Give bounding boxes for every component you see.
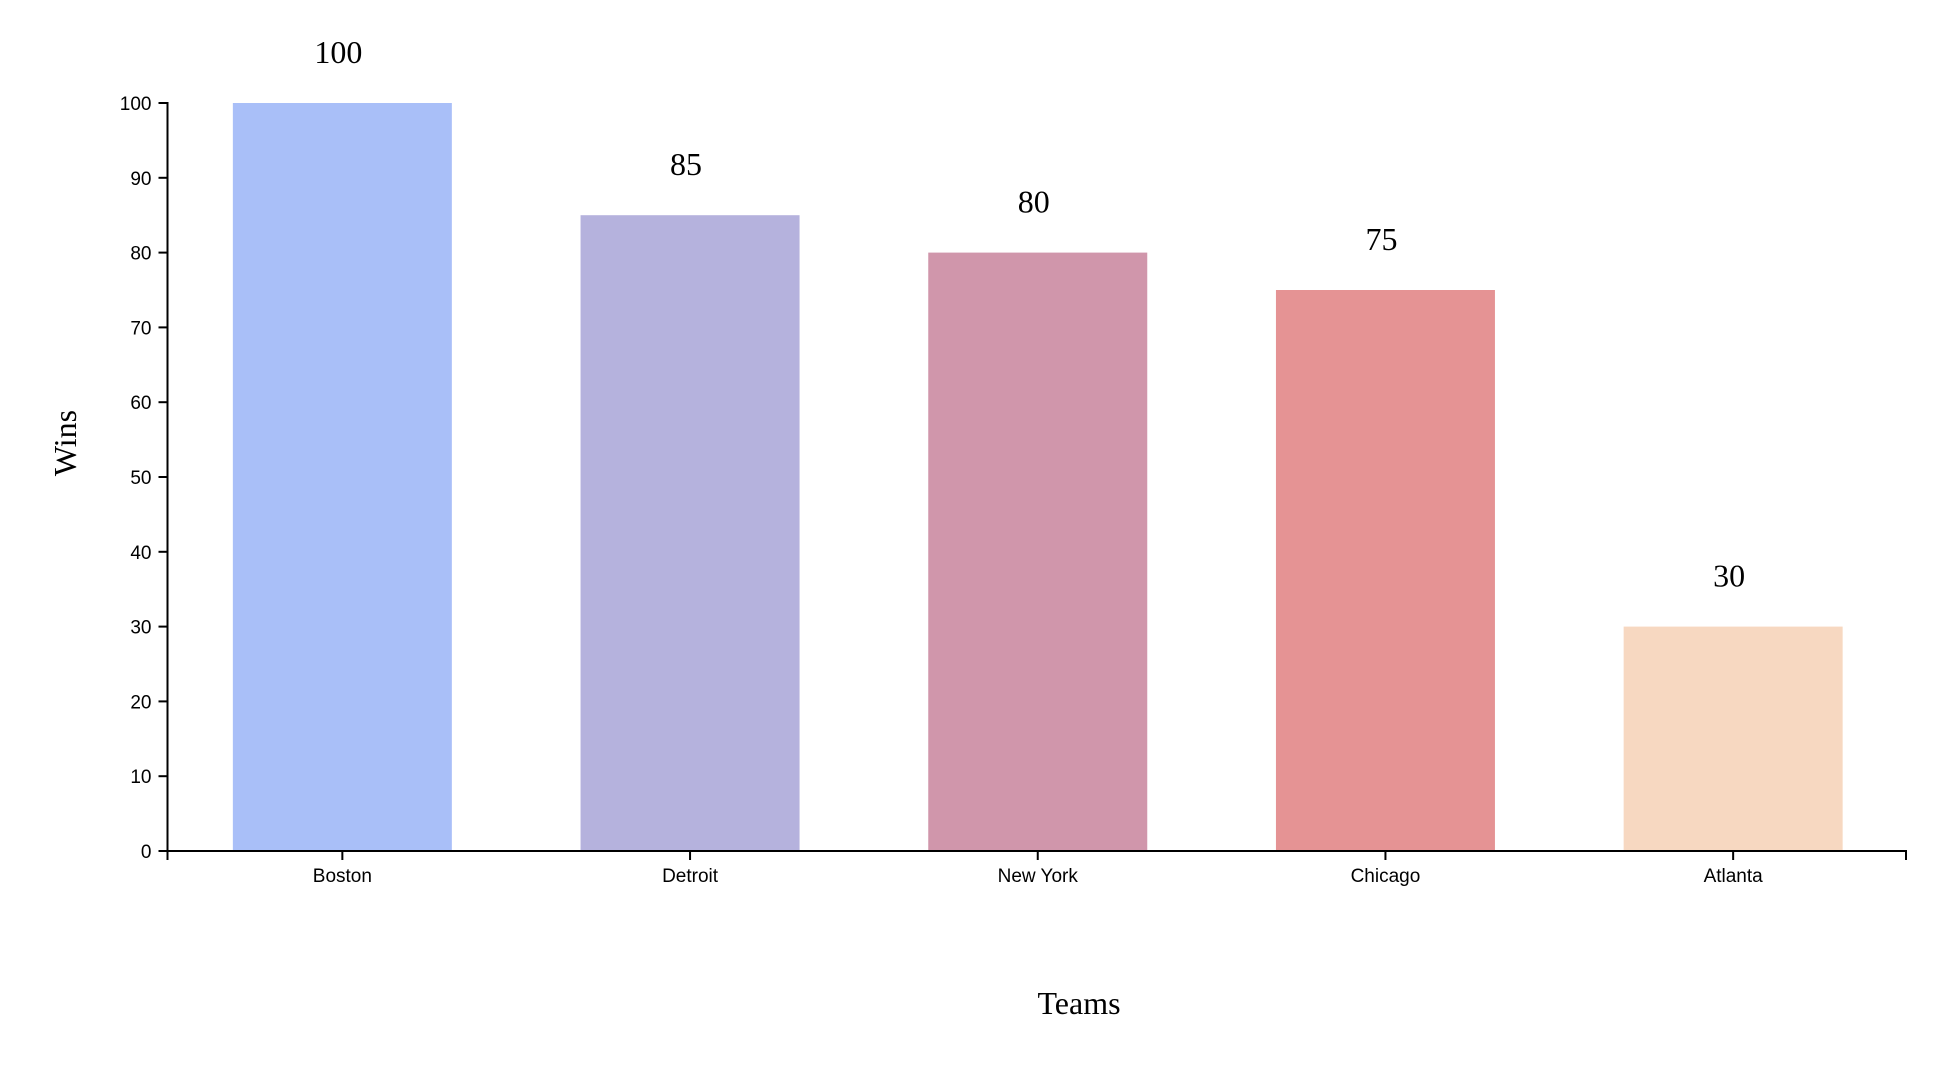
x-tick-label: Boston [313, 866, 372, 887]
bar-value-label: 75 [1365, 221, 1397, 257]
y-tick-label: 20 [130, 692, 151, 713]
x-axis-line [166, 850, 1907, 860]
bar-value-label: 100 [314, 34, 362, 70]
y-tick-label: 30 [130, 618, 151, 639]
y-tick-label: 50 [130, 468, 151, 489]
bar-new-york [928, 252, 1148, 852]
bar-atlanta [1623, 626, 1843, 851]
y-tick-label: 0 [141, 842, 152, 863]
y-tick-label: 10 [130, 767, 151, 788]
y-tick-label: 100 [120, 94, 152, 115]
bar-value-label: 30 [1713, 558, 1745, 594]
y-tick-label: 70 [130, 318, 151, 339]
y-tick-label: 60 [130, 393, 151, 414]
bar-boston [232, 103, 452, 851]
y-axis: 0 10 20 30 40 50 60 70 80 90 100 [120, 94, 169, 863]
x-tick-label: Detroit [662, 866, 719, 887]
x-axis-title: Teams [1037, 985, 1120, 1021]
y-tick-label: 80 [130, 244, 151, 265]
y-axis-title: Wins [47, 410, 83, 476]
x-axis: Boston Detroit New York Chicago Atlanta [166, 850, 1907, 887]
x-tick-label: Atlanta [1704, 866, 1764, 887]
bar-detroit [580, 215, 800, 851]
x-tick-label: New York [998, 866, 1079, 887]
value-labels-layer: 100 85 80 75 30 [314, 34, 1745, 594]
bar-value-label: 85 [670, 146, 702, 182]
bars-layer [232, 103, 1843, 852]
bar-chicago [1275, 290, 1495, 851]
bar-value-label: 80 [1018, 184, 1050, 220]
y-tick-label: 90 [130, 169, 151, 190]
x-tick-label: Chicago [1351, 866, 1421, 887]
y-tick-label: 40 [130, 543, 151, 564]
